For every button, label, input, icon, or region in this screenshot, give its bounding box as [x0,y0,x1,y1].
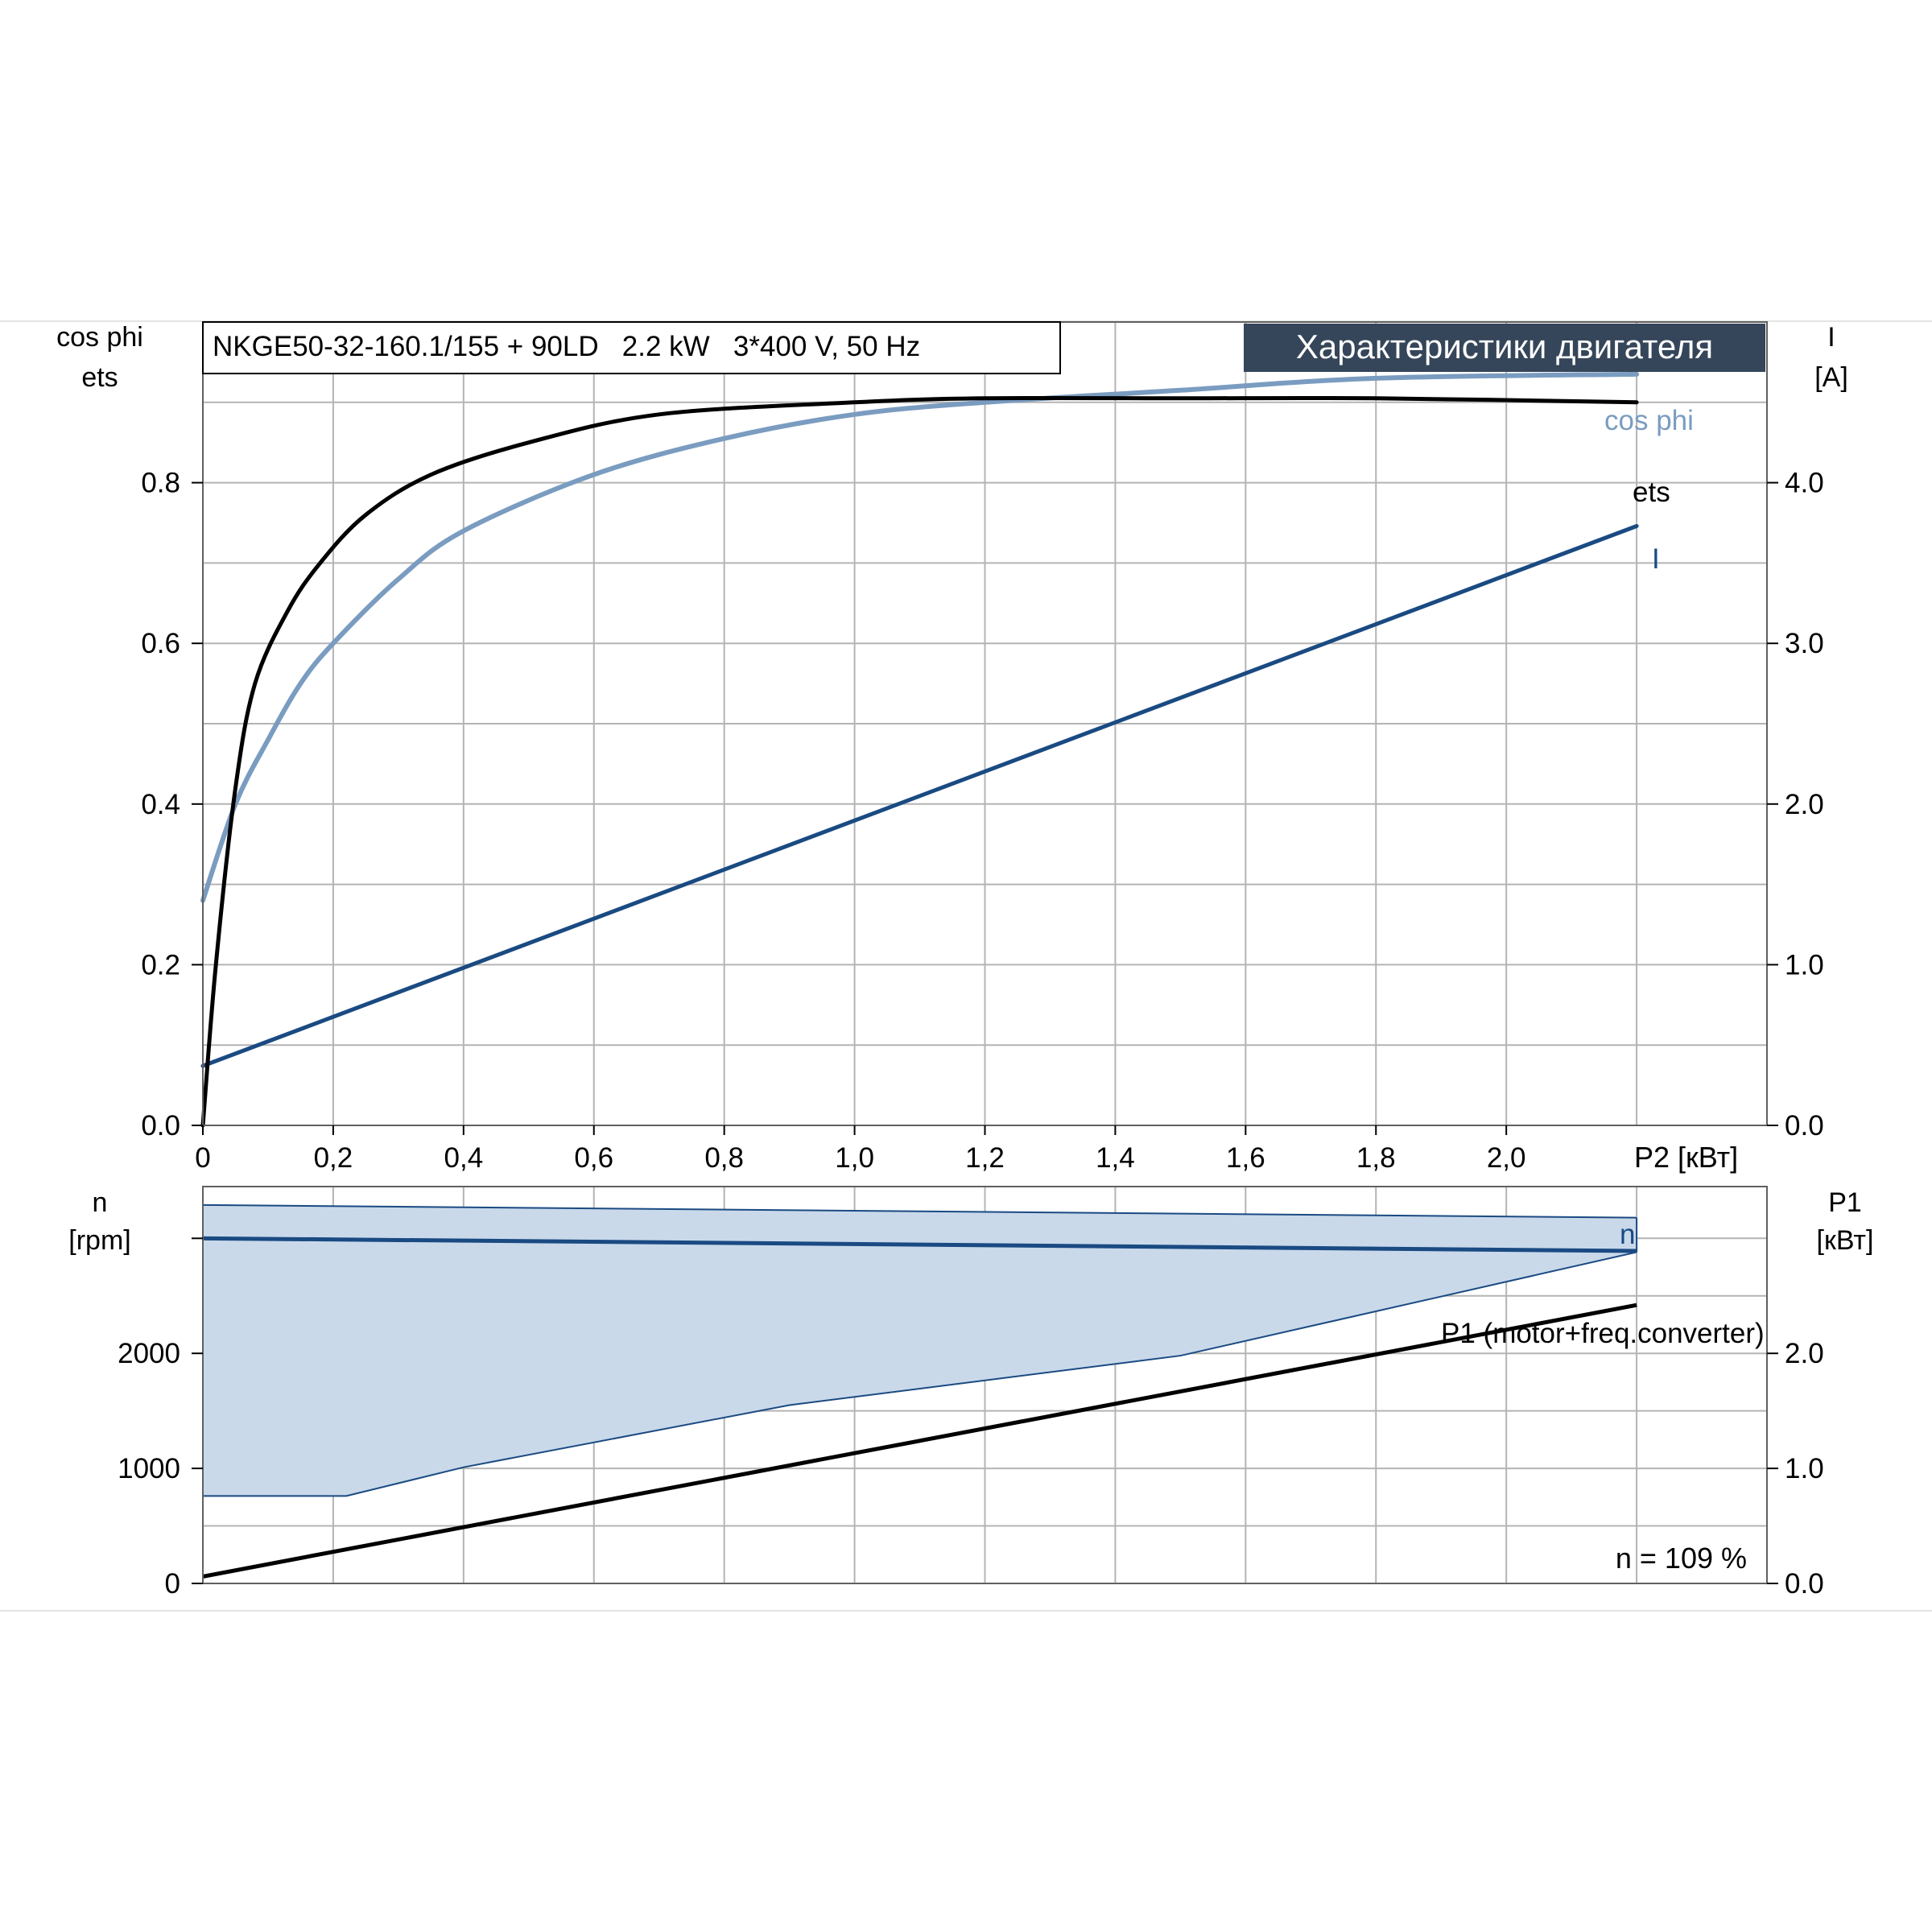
upper-left-axis-label-1: cos phi [56,322,143,353]
speed-min-line [203,1251,1637,1497]
lower-left-tick-label: 0 [165,1568,180,1600]
chart-title: Характеристики двигателя [1296,328,1713,365]
x-tick-label: 1,8 [1356,1142,1396,1174]
upper-right-axis-label-2: [A] [1814,362,1848,393]
x-tick-label: 1,2 [965,1142,1005,1174]
ets-curve [200,395,1639,1128]
lower-right-tick-label: 2.0 [1785,1338,1824,1369]
upper-left-tick-label: 0.0 [141,1110,180,1141]
lower-right-tick-label: 0.0 [1785,1568,1824,1600]
lower-left-axis-label-2: [rpm] [68,1225,130,1256]
x-tick-label: 0,2 [314,1142,353,1174]
upper-right-tick-label: 1.0 [1785,949,1824,980]
upper-right-tick-label: 3.0 [1785,628,1824,659]
lower-left-tick-label: 1000 [118,1453,180,1484]
x-tick-label: 0,8 [704,1142,744,1174]
upper-right-tick-label: 4.0 [1785,468,1824,499]
lower-ticks: 0 1000 2000 0.0 1.0 2.0 [118,1237,1824,1600]
lower-series [202,1203,1638,1579]
x-tick-label: 0 [195,1142,210,1174]
lower-right-axis-label-1: P1 [1828,1187,1862,1218]
upper-ticks: 0.0 0.2 0.4 0.6 0.8 0.0 1.0 2.0 3.0 4.0 0 0,2 0,4 0,6… [141,468,1823,1174]
upper-series [200,371,1640,1128]
current-series-label: I [1652,543,1660,575]
lower-right-axis-label-2: [кВт] [1817,1225,1874,1256]
upper-left-tick-label: 0.2 [141,949,180,980]
cos-phi-curve [200,371,1640,903]
lower-left-tick-label: 2000 [118,1338,180,1369]
speed-annotation: n = 109 % [1616,1542,1747,1575]
current-line [200,524,1639,1068]
upper-grid [203,322,1767,1125]
speed-range-band [203,1204,1637,1496]
n-series-label: n [1620,1219,1635,1250]
cos-phi-series-label: cos phi [1604,405,1694,436]
upper-right-tick-label: 2.0 [1785,789,1824,820]
upper-left-tick-label: 0.6 [141,628,180,659]
upper-right-tick-label: 0.0 [1785,1110,1824,1141]
upper-right-axis-label-1: I [1827,322,1835,353]
x-tick-label: 2,0 [1487,1142,1526,1174]
lower-left-axis-label-1: n [93,1187,108,1218]
upper-left-tick-label: 0.8 [141,468,180,499]
x-tick-label: 0,4 [444,1142,484,1174]
ets-series-label: ets [1633,477,1670,508]
x-tick-label: 1,6 [1226,1142,1265,1174]
power-p1-line [202,1302,1637,1579]
lower-right-tick-label: 1.0 [1785,1453,1824,1484]
speed-n-line [202,1236,1637,1253]
upper-left-axis-label-2: ets [81,362,118,393]
model-box [202,321,1061,374]
model-label: NKGE50-32-160.1/155 + 90LD 2.2 kW 3*400 … [213,331,920,362]
title-box [1244,324,1765,372]
x-tick-label: 1,4 [1096,1142,1135,1174]
speed-max-line [202,1203,1637,1219]
lower-plot-border [202,1186,1768,1584]
p1-series-label: P1 (motor+freq.converter) [1441,1318,1765,1349]
x-axis-label: P2 [кВт] [1634,1141,1738,1174]
upper-left-tick-label: 0.4 [141,789,180,820]
x-tick-label: 1,0 [835,1142,874,1174]
x-tick-label: 0,6 [574,1142,613,1174]
